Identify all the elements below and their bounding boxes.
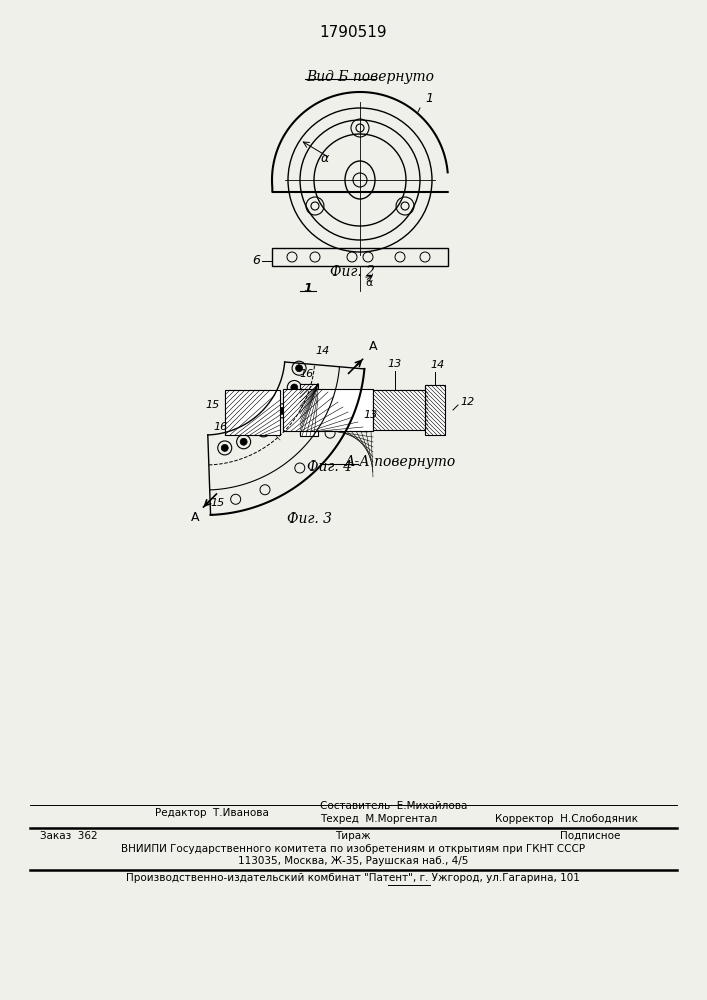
Circle shape — [240, 438, 247, 445]
Text: 13: 13 — [363, 410, 378, 420]
Text: А-А повернуто: А-А повернуто — [344, 455, 455, 469]
Text: Заказ  362: Заказ 362 — [40, 831, 98, 841]
Circle shape — [221, 444, 228, 451]
Text: Подписное: Подписное — [560, 831, 620, 841]
Text: 1: 1 — [425, 92, 433, 105]
Bar — [373, 390, 428, 430]
Text: α: α — [365, 278, 373, 288]
Text: 13: 13 — [388, 359, 402, 369]
Text: 15: 15 — [206, 400, 220, 410]
Text: 12: 12 — [460, 397, 474, 407]
Bar — [283, 389, 373, 431]
Text: ВНИИПИ Государственного комитета по изобретениям и открытиям при ГКНТ СССР: ВНИИПИ Государственного комитета по изоб… — [121, 844, 585, 854]
Circle shape — [291, 384, 298, 391]
Text: Фиг. 2: Фиг. 2 — [330, 265, 375, 279]
Bar — [425, 385, 445, 435]
Text: 113035, Москва, Ж-35, Раушская наб., 4/5: 113035, Москва, Ж-35, Раушская наб., 4/5 — [238, 856, 468, 866]
Circle shape — [296, 365, 303, 372]
Bar — [300, 384, 318, 436]
Circle shape — [260, 426, 267, 433]
Text: 16: 16 — [300, 369, 314, 379]
Text: α: α — [321, 151, 329, 164]
Bar — [272, 248, 448, 266]
Circle shape — [279, 407, 286, 414]
Text: Производственно-издательский комбинат "Патент", г. Ужгород, ул.Гагарина, 101: Производственно-издательский комбинат "П… — [126, 873, 580, 883]
Text: А: А — [368, 340, 377, 353]
Text: 15: 15 — [211, 498, 225, 508]
Text: 1: 1 — [303, 282, 312, 295]
Text: Техред  М.Моргентал: Техред М.Моргентал — [320, 814, 437, 824]
Text: Вид Б повернуто: Вид Б повернуто — [306, 70, 434, 84]
Text: Корректор  Н.Слободяник: Корректор Н.Слободяник — [495, 814, 638, 824]
Text: А: А — [191, 511, 199, 524]
Text: 6: 6 — [252, 254, 260, 267]
Text: Тираж: Тираж — [335, 831, 370, 841]
Text: 14: 14 — [315, 346, 329, 356]
Text: Составитель  Е.Михайлова: Составитель Е.Михайлова — [320, 801, 467, 811]
Text: 1790519: 1790519 — [319, 25, 387, 40]
Text: Редактор  Т.Иванова: Редактор Т.Иванова — [155, 808, 269, 818]
Text: Фиг. 4: Фиг. 4 — [308, 460, 353, 474]
Text: 16: 16 — [213, 422, 228, 432]
Bar — [225, 390, 280, 435]
Text: 14: 14 — [431, 360, 445, 370]
Text: Фиг. 3: Фиг. 3 — [288, 512, 332, 526]
